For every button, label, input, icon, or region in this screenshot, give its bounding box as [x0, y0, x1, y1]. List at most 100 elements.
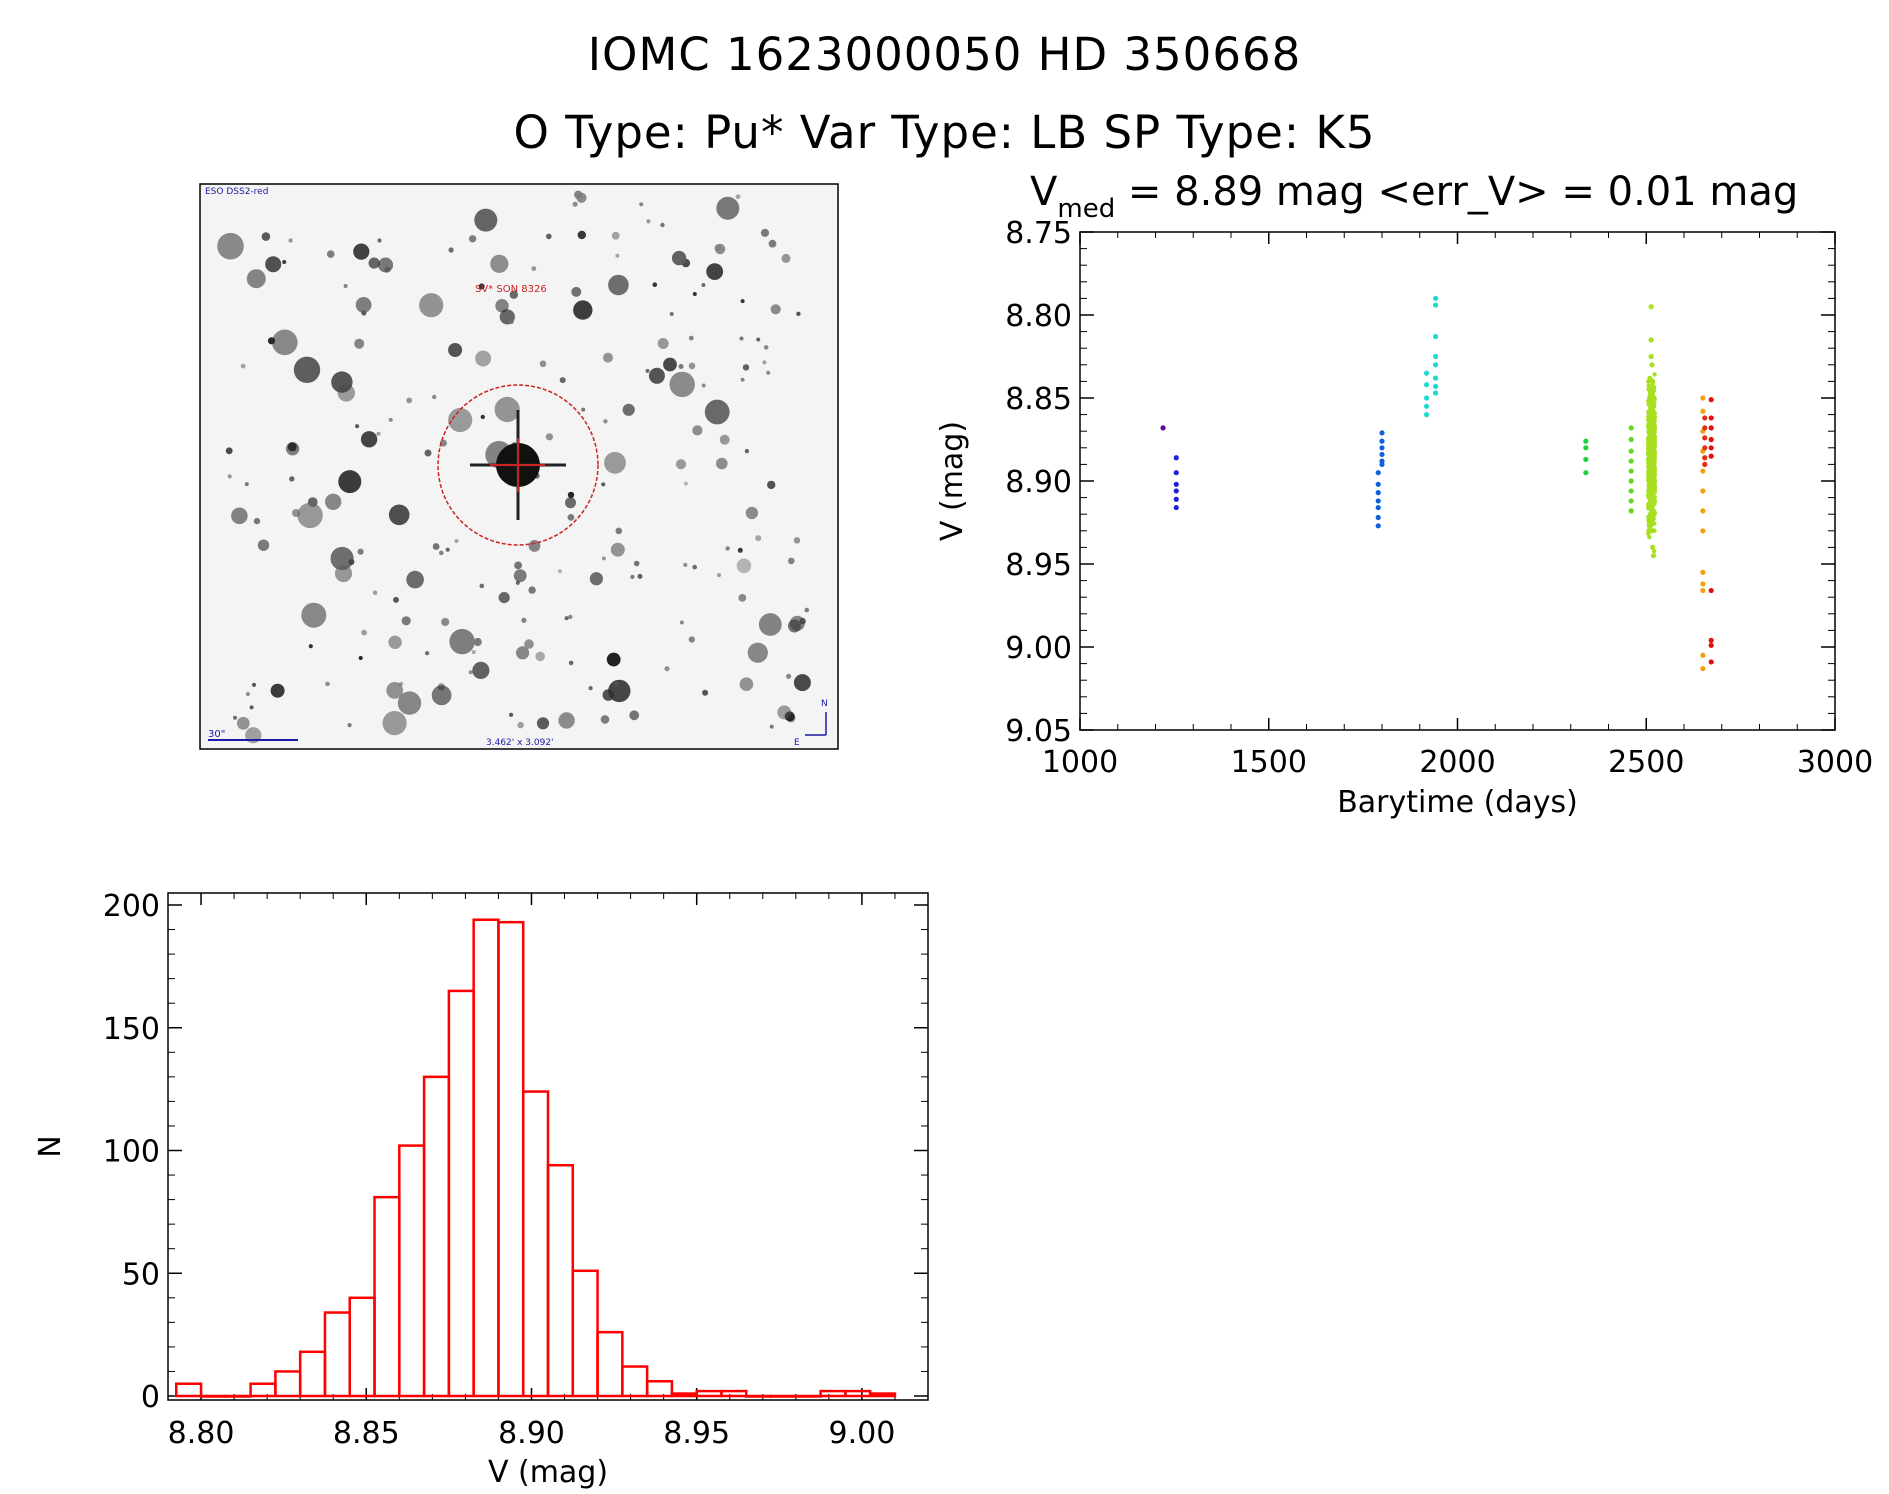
star — [737, 547, 743, 553]
page-subtitle: O Type: Pu* Var Type: LB SP Type: K5 — [513, 106, 1376, 159]
star — [645, 368, 650, 373]
data-point — [1650, 553, 1657, 559]
star — [326, 250, 335, 258]
star — [524, 639, 534, 649]
histogram-bar — [819, 1389, 847, 1398]
data-point — [1651, 387, 1656, 393]
star — [393, 596, 399, 603]
star — [664, 666, 670, 672]
data-point — [1173, 481, 1179, 487]
data-point — [1652, 434, 1657, 439]
y-tick-label: 0 — [141, 1380, 160, 1415]
data-point — [1700, 569, 1706, 575]
star — [678, 364, 684, 369]
data-point — [1423, 395, 1430, 401]
data-point — [1375, 504, 1381, 511]
star — [432, 543, 440, 550]
star — [388, 635, 402, 649]
star — [509, 712, 514, 717]
data-point — [1646, 531, 1651, 536]
star — [236, 716, 250, 730]
star — [288, 238, 293, 243]
data-point — [1646, 452, 1651, 457]
star — [372, 590, 378, 595]
data-point — [1628, 425, 1634, 431]
star — [448, 407, 473, 433]
y-tick-label: 150 — [103, 1012, 160, 1047]
data-point — [1433, 302, 1439, 308]
data-point — [1648, 503, 1653, 508]
data-point — [1652, 410, 1657, 416]
star — [432, 394, 437, 400]
star — [361, 310, 367, 316]
star — [630, 574, 635, 580]
star — [663, 357, 677, 372]
light-curve-title-main: V — [1030, 169, 1058, 215]
star — [509, 290, 518, 299]
star — [567, 491, 575, 499]
data-point — [1647, 412, 1654, 418]
data-point — [1379, 438, 1385, 444]
histogram-bar — [621, 1365, 649, 1398]
histogram-bar — [447, 989, 475, 1398]
star — [669, 371, 695, 398]
star — [601, 556, 606, 561]
data-point — [1647, 534, 1652, 540]
star — [347, 723, 352, 728]
star — [386, 682, 404, 699]
star — [289, 476, 295, 482]
data-point — [1700, 528, 1706, 534]
data-point — [1173, 455, 1179, 461]
star — [535, 651, 545, 662]
x-tick-label: 2000 — [1419, 745, 1495, 780]
data-point — [1651, 441, 1656, 446]
data-point — [1650, 521, 1655, 526]
star — [244, 482, 249, 487]
data-point — [1650, 395, 1657, 401]
star — [272, 329, 298, 356]
target-circle — [437, 384, 599, 546]
star — [683, 562, 688, 567]
star — [515, 580, 520, 585]
star — [355, 297, 372, 313]
star — [514, 561, 522, 570]
star — [660, 222, 665, 228]
histogram-bar — [348, 1296, 376, 1398]
star — [573, 300, 593, 320]
compass-east-label: E — [794, 738, 800, 748]
star — [615, 253, 620, 258]
histogram-bar — [323, 1311, 351, 1398]
star — [606, 652, 621, 667]
y-tick-label: 9.00 — [1005, 631, 1072, 666]
data-point — [1708, 425, 1714, 431]
data-point — [1652, 499, 1657, 504]
star — [270, 683, 285, 698]
y-tick-label: 8.75 — [1005, 216, 1072, 251]
star — [245, 692, 250, 696]
data-point — [1708, 659, 1714, 665]
data-point — [1173, 488, 1179, 494]
star — [354, 338, 365, 349]
star — [471, 650, 476, 655]
x-axis-label: Barytime (days) — [1337, 785, 1578, 820]
data-point — [1628, 498, 1634, 504]
data-point — [1650, 461, 1656, 467]
star — [688, 362, 696, 370]
histogram-bar — [472, 918, 500, 1398]
data-point — [1433, 375, 1439, 381]
data-point — [1651, 508, 1656, 513]
y-tick-label: 100 — [103, 1135, 160, 1170]
star — [702, 689, 709, 696]
data-point — [1700, 665, 1706, 672]
data-point — [1647, 481, 1652, 487]
star — [325, 681, 330, 687]
star — [793, 674, 811, 692]
star — [355, 424, 360, 429]
y-tick-label: 8.80 — [1005, 299, 1072, 334]
star — [739, 677, 754, 691]
star — [419, 293, 444, 318]
star — [513, 569, 527, 583]
data-point — [1649, 528, 1655, 534]
star — [571, 286, 582, 297]
star — [287, 442, 297, 452]
